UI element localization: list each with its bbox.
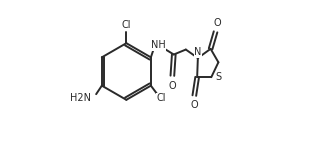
Text: H2N: H2N	[70, 93, 91, 103]
Text: N: N	[194, 47, 202, 57]
Text: Cl: Cl	[122, 20, 131, 30]
Text: S: S	[215, 72, 221, 82]
Text: O: O	[213, 18, 221, 28]
Text: Cl: Cl	[157, 93, 166, 103]
Text: O: O	[191, 100, 198, 110]
Text: O: O	[169, 81, 176, 91]
Text: NH: NH	[151, 40, 166, 50]
